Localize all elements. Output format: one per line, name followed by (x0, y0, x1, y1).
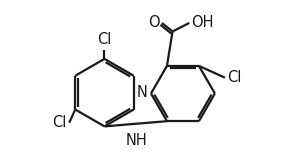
Text: N: N (137, 85, 148, 100)
Text: Cl: Cl (52, 115, 67, 130)
Text: OH: OH (191, 15, 213, 30)
Text: Cl: Cl (97, 32, 112, 47)
Text: O: O (148, 15, 160, 30)
Text: NH: NH (126, 133, 147, 147)
Text: Cl: Cl (227, 70, 242, 85)
